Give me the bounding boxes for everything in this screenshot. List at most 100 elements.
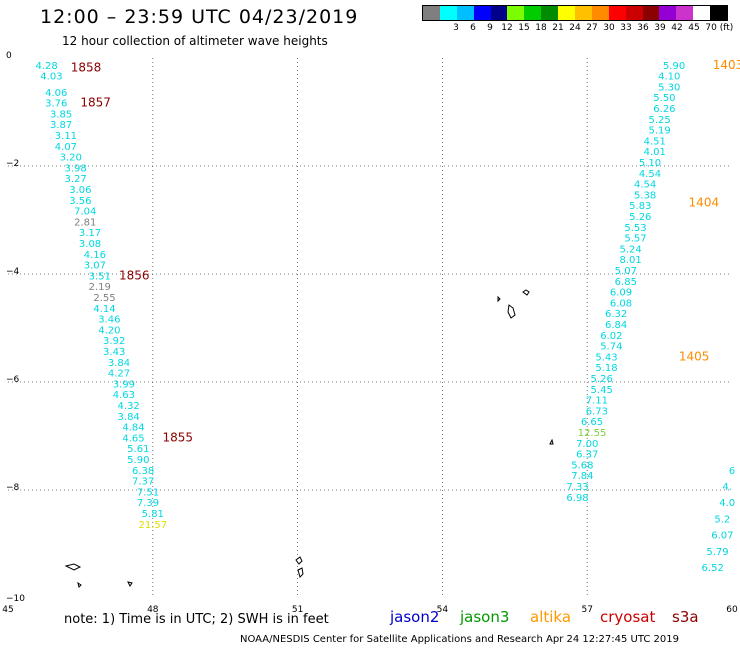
legend-swatch <box>439 6 457 20</box>
swh-label: 6.73 <box>586 406 608 417</box>
legend-label: 18 <box>535 23 547 33</box>
legend-swatch <box>642 6 660 20</box>
legend-swatch <box>423 6 440 20</box>
page-subtitle: 12 hour collection of altimeter wave hei… <box>62 34 328 48</box>
swh-label: 5.2 <box>714 514 730 525</box>
y-tick-label: −2 <box>6 159 19 169</box>
y-tick-label: −6 <box>6 375 20 385</box>
legend-label: 21 <box>552 23 564 33</box>
time-label: 1857 <box>80 96 111 110</box>
swh-label: 7.51 <box>137 487 159 498</box>
swh-label: 3.84 <box>118 412 140 423</box>
time-label: 1856 <box>119 268 150 282</box>
swh-label: 3.87 <box>50 120 72 131</box>
swh-label: 7.84 <box>571 471 593 482</box>
swh-label: 4.51 <box>644 136 666 147</box>
coastline-outline <box>77 581 82 588</box>
swh-label: 4.10 <box>658 72 680 83</box>
swh-label: 4.07 <box>55 142 77 153</box>
legend-swatch <box>608 6 626 20</box>
swh-label: 5.24 <box>620 244 642 255</box>
swh-label: 5.68 <box>571 460 593 471</box>
swh-label: 8.01 <box>620 255 642 266</box>
coastline-outline <box>549 438 554 445</box>
swh-label: 5.81 <box>142 509 164 520</box>
swh-label: 3.98 <box>64 163 86 174</box>
legend-swatch <box>456 6 474 20</box>
swh-label: 4.01 <box>644 147 666 158</box>
swh-label: 6.98 <box>566 493 588 504</box>
x-tick-label: 48 <box>147 605 159 615</box>
swh-label: 5.26 <box>591 374 613 385</box>
swh-label: 5.10 <box>639 158 661 169</box>
swh-label: 7.04 <box>74 207 96 218</box>
swh-label: 4.06 <box>45 88 67 99</box>
swh-label: 4.20 <box>98 325 120 336</box>
satellite-legend-cryosat: cryosat <box>600 608 656 626</box>
time-label: 1405 <box>679 349 710 363</box>
swh-label: 5.18 <box>595 363 617 374</box>
legend-label: 30 <box>603 23 615 33</box>
swh-label: 5.74 <box>600 342 622 353</box>
swh-label: 3.85 <box>50 109 72 120</box>
swh-label: 21.57 <box>138 520 167 531</box>
legend-label: 15 <box>518 23 530 33</box>
swh-label: 3.17 <box>79 228 101 239</box>
legend-label: 12 <box>501 23 513 33</box>
time-label: 1404 <box>689 196 720 210</box>
color-legend: 3 6 9 12 15 18 21 24 27 30 33 36 39 42 45 70 (ft) <box>422 5 733 35</box>
swh-label: 5.07 <box>615 266 637 277</box>
swh-label: 5.38 <box>634 190 656 201</box>
x-tick-label: 51 <box>292 605 303 615</box>
swh-label: 5.53 <box>624 223 646 234</box>
legend-label: 39 <box>654 23 666 33</box>
swh-label: 3.08 <box>79 239 101 250</box>
swh-label: 3.20 <box>60 153 82 164</box>
page-title: 12:00 – 23:59 UTC 04/23/2019 <box>40 6 359 28</box>
legend-label: 36 <box>637 23 649 33</box>
legend-label: 9 <box>487 23 493 33</box>
x-tick-label: 54 <box>437 605 449 615</box>
satellite-legend-s3a: s3a <box>672 608 699 626</box>
legend-swatch <box>473 6 491 20</box>
swh-label: 6.65 <box>581 417 603 428</box>
legend-swatch <box>541 6 559 20</box>
x-tick-label: 57 <box>581 605 592 615</box>
satellite-legend-jason3: jason3 <box>460 608 510 626</box>
swh-label: 5.25 <box>648 115 670 126</box>
swh-label: 3.99 <box>113 379 135 390</box>
legend-label: 3 <box>453 23 459 33</box>
swh-label: 4.16 <box>84 250 106 261</box>
swh-label: 3.27 <box>64 174 86 185</box>
legend-swatch <box>625 6 643 20</box>
swh-label: 4.54 <box>639 169 661 180</box>
legend-label: 24 <box>569 23 581 33</box>
coastline-outline <box>127 581 133 587</box>
legend-swatch <box>676 6 694 20</box>
swh-label: 7.37 <box>132 477 154 488</box>
y-tick-label: −10 <box>6 594 25 604</box>
swh-label: 4.28 <box>35 61 57 72</box>
swh-label: 7.39 <box>137 498 159 509</box>
swh-label: 3.06 <box>69 185 91 196</box>
legend-swatch <box>693 6 711 20</box>
coastline-outline <box>507 304 516 319</box>
swh-label: 3.07 <box>84 261 106 272</box>
legend-swatch <box>507 6 525 20</box>
legend-label: 70 (ft) <box>705 23 734 33</box>
swh-label: 4.14 <box>93 304 115 315</box>
satellite-legend-altika: altika <box>530 608 572 626</box>
swh-label: 7.11 <box>586 396 608 407</box>
legend-label: 33 <box>620 23 632 33</box>
swh-label: 5.30 <box>658 82 680 93</box>
coastline-outline <box>64 563 82 571</box>
legend-labels: 3 6 9 12 15 18 21 24 27 30 33 36 39 42 45 70 (ft) <box>422 21 733 35</box>
swh-label: 3.11 <box>55 131 77 142</box>
swh-label: 4. <box>722 482 732 493</box>
y-tick-label: −8 <box>6 483 20 493</box>
y-tick-label: 0 <box>6 51 12 61</box>
legend-swatch <box>575 6 592 20</box>
swh-label: 3.51 <box>89 271 111 282</box>
swh-label: 6.52 <box>702 563 724 574</box>
